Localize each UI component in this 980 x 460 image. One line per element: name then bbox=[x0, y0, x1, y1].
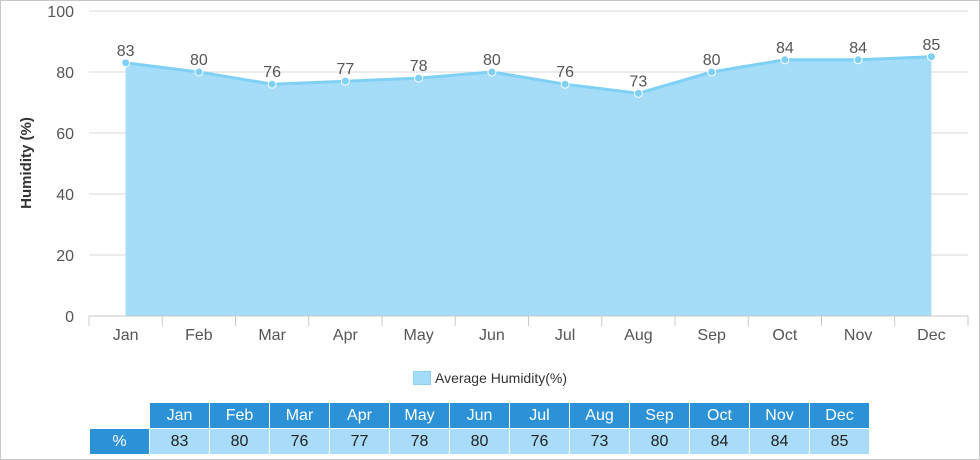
table-value-feb: 80 bbox=[210, 429, 269, 454]
table-header-nov: Nov bbox=[750, 403, 809, 428]
y-tick-label-40: 40 bbox=[56, 187, 74, 204]
table-value-jun: 80 bbox=[450, 429, 509, 454]
table-row-label: % bbox=[90, 429, 149, 454]
data-point-nov[interactable] bbox=[853, 55, 863, 65]
y-tick-label-80: 80 bbox=[56, 65, 74, 82]
table-value-dec: 85 bbox=[810, 429, 869, 454]
y-tick-labels: 0 20 40 60 80 100 bbox=[47, 4, 74, 326]
table-header-aug: Aug bbox=[570, 403, 629, 428]
data-point-jan[interactable] bbox=[121, 58, 131, 68]
table-header-dec: Dec bbox=[810, 403, 869, 428]
x-tick-label-feb: Feb bbox=[185, 327, 213, 344]
legend-swatch bbox=[412, 371, 431, 385]
x-tick-label-jan: Jan bbox=[113, 327, 139, 344]
table-value-jan: 83 bbox=[150, 429, 209, 454]
y-tick-label-60: 60 bbox=[56, 126, 74, 143]
data-label-jun: 80 bbox=[483, 52, 501, 69]
x-tick-label-aug: Aug bbox=[624, 327, 652, 344]
data-label-jan: 83 bbox=[117, 43, 135, 60]
y-axis-label: Humidity (%) bbox=[18, 117, 35, 209]
table-value-apr: 77 bbox=[330, 429, 389, 454]
humidity-area bbox=[125, 56, 932, 317]
table-value-aug: 73 bbox=[570, 429, 629, 454]
data-point-jun[interactable] bbox=[487, 67, 497, 77]
table-value-jul: 76 bbox=[510, 429, 569, 454]
data-label-sep: 80 bbox=[703, 52, 721, 69]
x-axis-ticks: Jan Feb Mar Apr May Jun Jul Aug Sep Oct Nov Dec bbox=[88, 316, 969, 344]
table-header-row: Jan Feb Mar Apr May Jun Jul Aug Sep Oct Nov Dec bbox=[90, 403, 869, 428]
x-tick-label-jul: Jul bbox=[555, 327, 575, 344]
data-label-dec: 85 bbox=[922, 37, 940, 54]
data-point-apr[interactable] bbox=[340, 76, 350, 86]
table-header-may: May bbox=[390, 403, 449, 428]
table-header-feb: Feb bbox=[210, 403, 269, 428]
table-header-sep: Sep bbox=[630, 403, 689, 428]
data-point-may[interactable] bbox=[414, 73, 424, 83]
table-header-jan: Jan bbox=[150, 403, 209, 428]
data-label-jul: 76 bbox=[556, 64, 574, 81]
table-value-mar: 76 bbox=[270, 429, 329, 454]
data-points bbox=[121, 52, 936, 98]
data-label-apr: 77 bbox=[336, 61, 354, 78]
x-tick-label-apr: Apr bbox=[333, 327, 359, 344]
table-header-apr: Apr bbox=[330, 403, 389, 428]
table-value-sep: 80 bbox=[630, 429, 689, 454]
x-tick-label-jun: Jun bbox=[479, 327, 505, 344]
data-point-dec[interactable] bbox=[926, 52, 936, 62]
data-label-feb: 80 bbox=[190, 52, 208, 69]
table-header-jul: Jul bbox=[510, 403, 569, 428]
x-tick-label-may: May bbox=[404, 327, 434, 344]
x-tick-label-sep: Sep bbox=[697, 327, 726, 344]
data-label-oct: 84 bbox=[776, 40, 794, 57]
data-point-sep[interactable] bbox=[707, 67, 717, 77]
table-corner-cell bbox=[90, 403, 149, 428]
y-tick-label-20: 20 bbox=[56, 248, 74, 265]
x-tick-label-nov: Nov bbox=[844, 327, 872, 344]
table-header-mar: Mar bbox=[270, 403, 329, 428]
data-point-jul[interactable] bbox=[560, 79, 570, 89]
humidity-area-chart: 0 20 40 60 80 100 Humidity (%) 83 80 76 77 78 80 76… bbox=[18, 4, 969, 344]
data-labels: 83 80 76 77 78 80 76 73 80 84 84 85 bbox=[117, 37, 941, 91]
table-value-row: % 83 80 76 77 78 80 76 73 80 84 84 85 bbox=[90, 429, 869, 454]
y-tick-label-100: 100 bbox=[47, 4, 74, 21]
data-point-feb[interactable] bbox=[194, 67, 204, 77]
data-point-oct[interactable] bbox=[780, 55, 790, 65]
humidity-line bbox=[125, 55, 932, 95]
data-label-nov: 84 bbox=[849, 40, 867, 57]
y-tick-label-0: 0 bbox=[65, 309, 74, 326]
x-tick-label-oct: Oct bbox=[772, 327, 797, 344]
data-point-mar[interactable] bbox=[267, 79, 277, 89]
table-value-oct: 84 bbox=[690, 429, 749, 454]
humidity-data-table: Jan Feb Mar Apr May Jun Jul Aug Sep Oct Nov Dec % 8… bbox=[89, 402, 870, 455]
table-header-jun: Jun bbox=[450, 403, 509, 428]
table-value-nov: 84 bbox=[750, 429, 809, 454]
x-tick-label-dec: Dec bbox=[917, 327, 945, 344]
table-value-may: 78 bbox=[390, 429, 449, 454]
chart-legend[interactable]: Average Humidity(%) bbox=[0, 370, 980, 386]
legend-label: Average Humidity(%) bbox=[434, 370, 567, 386]
data-label-may: 78 bbox=[410, 58, 428, 75]
x-tick-label-mar: Mar bbox=[258, 327, 286, 344]
table-header-oct: Oct bbox=[690, 403, 749, 428]
data-point-aug[interactable] bbox=[633, 88, 643, 98]
data-label-aug: 73 bbox=[629, 73, 647, 90]
data-label-mar: 76 bbox=[263, 64, 281, 81]
